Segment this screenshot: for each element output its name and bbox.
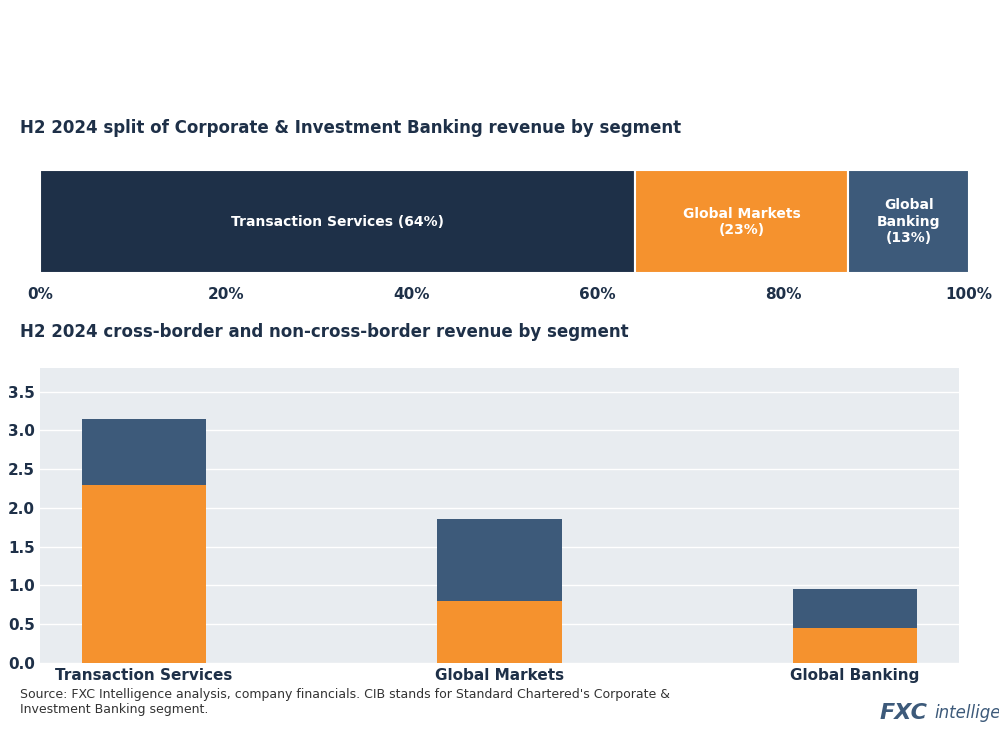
Text: Global
Banking
(13%): Global Banking (13%) xyxy=(877,198,940,245)
Text: FXC: FXC xyxy=(879,703,927,723)
Text: 60%: 60% xyxy=(579,287,615,302)
FancyBboxPatch shape xyxy=(40,170,634,273)
Text: intelligence: intelligence xyxy=(934,704,999,722)
Text: SC cross-border Corporate & Investment Banking revenue by segment: SC cross-border Corporate & Investment B… xyxy=(20,73,734,91)
Text: 80%: 80% xyxy=(765,287,801,302)
Text: 20%: 20% xyxy=(208,287,244,302)
Text: How cross-border is distributed across Standard Chartered CIB: How cross-border is distributed across S… xyxy=(20,34,911,58)
FancyBboxPatch shape xyxy=(634,170,848,273)
Text: 0%: 0% xyxy=(27,287,53,302)
Text: 100%: 100% xyxy=(945,287,993,302)
Text: Global Markets
(23%): Global Markets (23%) xyxy=(682,207,800,237)
Text: 40%: 40% xyxy=(394,287,430,302)
Text: Transaction Services (64%): Transaction Services (64%) xyxy=(231,215,444,228)
FancyBboxPatch shape xyxy=(848,170,969,273)
Text: H2 2024 split of Corporate & Investment Banking revenue by segment: H2 2024 split of Corporate & Investment … xyxy=(20,119,681,137)
Text: Source: FXC Intelligence analysis, company financials. CIB stands for Standard C: Source: FXC Intelligence analysis, compa… xyxy=(20,688,670,716)
Text: H2 2024 cross-border and non-cross-border revenue by segment: H2 2024 cross-border and non-cross-borde… xyxy=(20,324,628,342)
